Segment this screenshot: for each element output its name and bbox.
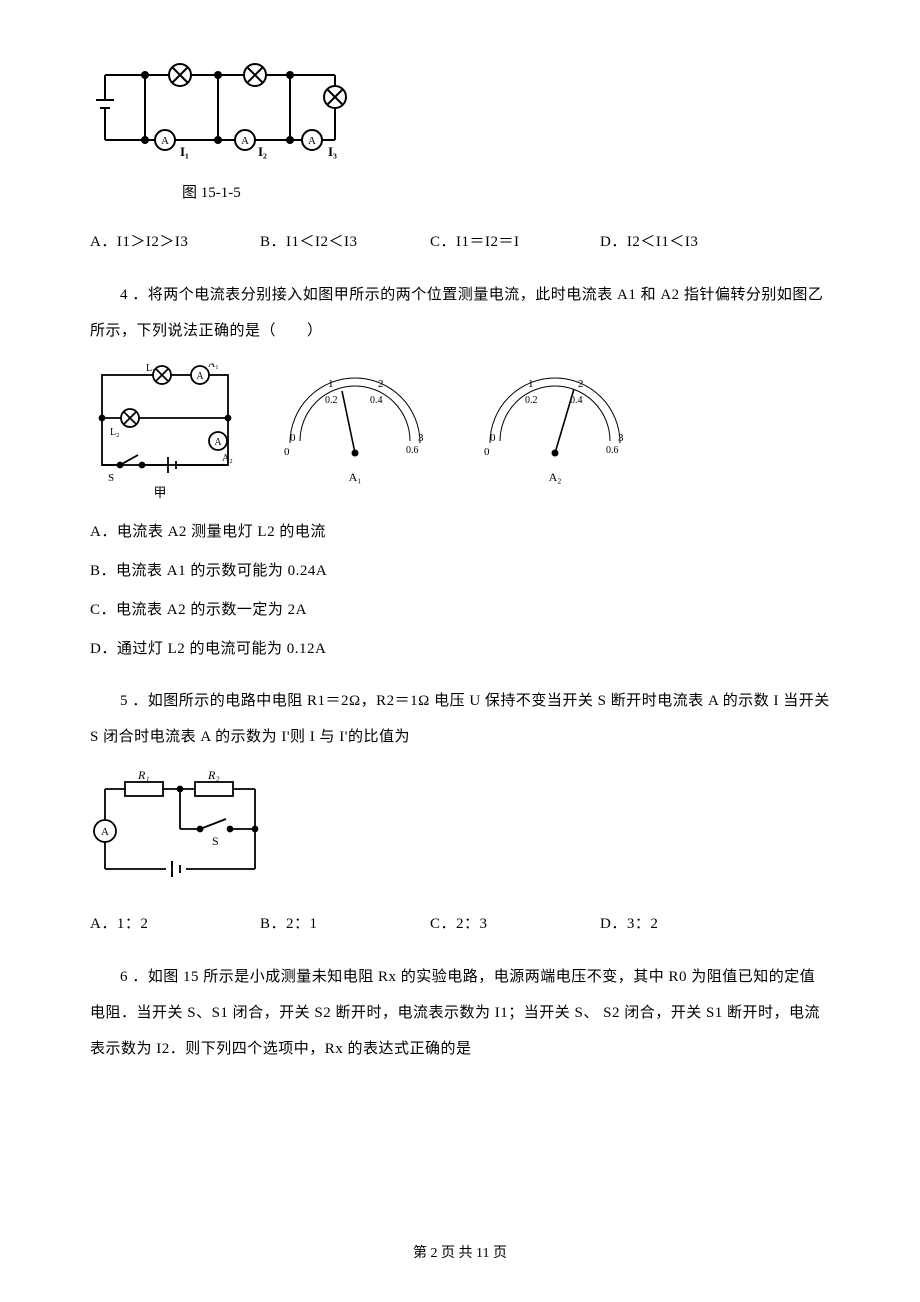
q4-figures: A A L₁ L₂ A₁ A₂ S 甲 0 0 1 0.2 2 xyxy=(90,363,830,503)
q3-option-c: C．I1＝I2＝I xyxy=(430,230,600,251)
svg-text:0: 0 xyxy=(484,446,490,458)
svg-text:0.2: 0.2 xyxy=(325,395,338,406)
q4-option-d: D．通过灯 L2 的电流可能为 0.12A xyxy=(90,630,830,669)
q4-option-b: B．电流表 A1 的示数可能为 0.24A xyxy=(90,552,830,591)
q4-text: 4 ．将两个电流表分别接入如图甲所示的两个位置测量电流，此时电流表 A1 和 A… xyxy=(90,277,830,349)
svg-text:A: A xyxy=(241,135,249,147)
svg-text:0.4: 0.4 xyxy=(370,395,383,406)
svg-text:A: A xyxy=(214,437,222,448)
q3-option-d: D．I2＜I1＜I3 xyxy=(600,230,770,251)
q5-option-c: C．2：3 xyxy=(430,912,600,933)
q3-circuit-figure: A A A I₁ I₂ I₃ xyxy=(90,60,830,175)
q4-label-a2: A₂ xyxy=(222,453,233,464)
q3-figure-caption: 图 15-1-5 xyxy=(182,181,830,202)
q3-options: A．I1＞I2＞I3 B．I1＜I2＜I3 C．I1＝I2＝I D．I2＜I1＜… xyxy=(90,230,830,251)
q5-options: A．1：2 B．2：1 C．2：3 D．3：2 xyxy=(90,912,830,933)
q3-circuit-svg: A A A I₁ I₂ I₃ xyxy=(90,60,350,170)
q5-text: 5 ．如图所示的电路中电阻 R1＝2Ω，R2＝1Ω 电压 U 保持不变当开关 S… xyxy=(90,683,830,755)
q6-body: 如图 15 所示是小成测量未知电阻 Rx 的实验电路，电源两端电压不变，其中 R… xyxy=(90,969,820,1057)
svg-text:A: A xyxy=(161,135,169,147)
q4-label-l2: L₂ xyxy=(110,427,120,438)
q4-label-l1: L₁ xyxy=(146,363,156,374)
q5-circuit-figure: A R₁ R₂ S xyxy=(90,769,830,894)
svg-text:2: 2 xyxy=(378,378,384,390)
q5-label-s: S xyxy=(212,834,219,848)
q5-circuit-svg: A R₁ R₂ S xyxy=(90,769,270,889)
q5-option-a: A．1：2 xyxy=(90,912,260,933)
svg-text:0: 0 xyxy=(490,432,496,444)
svg-text:A: A xyxy=(196,371,204,382)
q4-meter2-label: A₂ xyxy=(549,470,562,484)
q4-label-a1: A₁ xyxy=(208,363,219,370)
q4-meter1-label: A₁ xyxy=(349,470,362,484)
q5-number: 5 ． xyxy=(120,693,148,709)
document-page: A A A I₁ I₂ I₃ 图 15-1-5 A．I1＞I2＞I3 B．I1＜… xyxy=(0,0,920,1302)
q3-option-b: B．I1＜I2＜I3 xyxy=(260,230,430,251)
svg-text:0: 0 xyxy=(290,432,296,444)
q4-option-a: A．电流表 A2 测量电灯 L2 的电流 xyxy=(90,513,830,552)
q4-number: 4 ． xyxy=(120,287,148,303)
svg-text:0: 0 xyxy=(284,446,290,458)
q5-body: 如图所示的电路中电阻 R1＝2Ω，R2＝1Ω 电压 U 保持不变当开关 S 断开… xyxy=(90,693,830,745)
q4-label-s: S xyxy=(108,472,114,484)
q3-label-i1: I₁ xyxy=(180,144,189,159)
svg-text:3: 3 xyxy=(618,432,624,444)
svg-text:0.4: 0.4 xyxy=(570,395,583,406)
q3-label-i2: I₂ xyxy=(258,144,267,159)
svg-text:3: 3 xyxy=(418,432,424,444)
svg-text:0.6: 0.6 xyxy=(606,445,619,456)
q5-label-r1: R₁ xyxy=(137,769,150,782)
q5-option-b: B．2：1 xyxy=(260,912,430,933)
q4-circuit-jia: A A L₁ L₂ A₁ A₂ S 甲 xyxy=(90,363,240,503)
q6-text: 6 ．如图 15 所示是小成测量未知电阻 Rx 的实验电路，电源两端电压不变，其… xyxy=(90,959,830,1067)
svg-text:A: A xyxy=(101,826,109,838)
svg-text:0.2: 0.2 xyxy=(525,395,538,406)
q6-number: 6 ． xyxy=(120,969,148,985)
q3-label-i3: I₃ xyxy=(328,144,337,159)
q5-option-d: D．3：2 xyxy=(600,912,770,933)
q4-label-jia: 甲 xyxy=(153,485,166,500)
svg-text:2: 2 xyxy=(578,378,584,390)
svg-text:1: 1 xyxy=(328,378,334,390)
q3-option-a: A．I1＞I2＞I3 xyxy=(90,230,260,251)
q4-body: 将两个电流表分别接入如图甲所示的两个位置测量电流，此时电流表 A1 和 A2 指… xyxy=(90,287,823,339)
q4-meter-a2: 0 0 1 0.2 2 0.4 3 0.6 A₂ 乙 xyxy=(470,363,640,503)
svg-text:A: A xyxy=(308,135,316,147)
svg-text:0.6: 0.6 xyxy=(406,445,419,456)
q5-label-r2: R₂ xyxy=(207,769,220,782)
page-footer: 第 2 页 共 11 页 xyxy=(0,1242,920,1262)
svg-text:1: 1 xyxy=(528,378,534,390)
q4-meter-a1: 0 0 1 0.2 2 0.4 3 0.6 A₁ xyxy=(270,363,440,503)
q4-option-c: C．电流表 A2 的示数一定为 2A xyxy=(90,591,830,630)
